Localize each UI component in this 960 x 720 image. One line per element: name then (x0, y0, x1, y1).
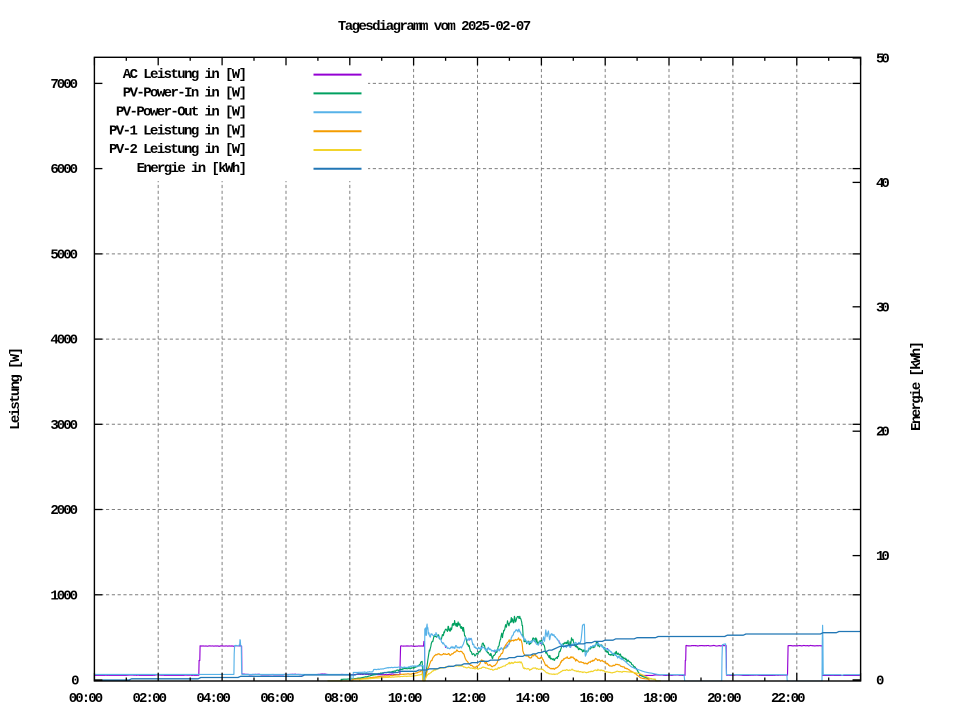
svg-text:02:00: 02:00 (133, 691, 168, 707)
svg-text:7000: 7000 (50, 77, 78, 93)
svg-text:08:00: 08:00 (324, 691, 359, 707)
svg-text:PV-Power-Out in [W]: PV-Power-Out in [W] (116, 105, 247, 121)
svg-text:30: 30 (876, 300, 890, 316)
svg-text:4000: 4000 (50, 333, 78, 349)
svg-text:04:00: 04:00 (196, 691, 231, 707)
svg-text:0: 0 (71, 674, 79, 690)
svg-text:6000: 6000 (50, 162, 78, 178)
svg-text:AC Leistung in [W]: AC Leistung in [W] (123, 67, 247, 83)
svg-text:PV-1 Leistung in [W]: PV-1 Leistung in [W] (109, 123, 247, 139)
svg-text:Energie in [kWh]: Energie in [kWh] (137, 161, 247, 177)
svg-text:PV-2 Leistung in [W]: PV-2 Leistung in [W] (109, 142, 247, 158)
svg-text:18:00: 18:00 (643, 691, 678, 707)
svg-text:0: 0 (876, 674, 884, 690)
svg-text:10: 10 (876, 549, 890, 565)
svg-text:50: 50 (876, 52, 890, 68)
svg-text:Tagesdiagramm vom 2025-02-07: Tagesdiagramm vom 2025-02-07 (338, 19, 531, 35)
svg-text:16:00: 16:00 (580, 691, 615, 707)
svg-text:3000: 3000 (50, 418, 78, 434)
svg-text:00:00: 00:00 (69, 691, 104, 707)
svg-text:1000: 1000 (50, 588, 78, 604)
svg-text:Energie [kWh]: Energie [kWh] (909, 341, 925, 431)
svg-text:10:00: 10:00 (388, 691, 423, 707)
svg-text:2000: 2000 (50, 503, 78, 519)
svg-text:PV-Power-In in [W]: PV-Power-In in [W] (123, 86, 247, 102)
svg-text:5000: 5000 (50, 247, 78, 263)
svg-text:Leistung [W]: Leistung [W] (8, 347, 24, 430)
svg-text:22:00: 22:00 (771, 691, 806, 707)
svg-text:20: 20 (876, 425, 890, 441)
svg-text:40: 40 (876, 176, 890, 192)
svg-text:06:00: 06:00 (260, 691, 295, 707)
svg-text:14:00: 14:00 (516, 691, 551, 707)
svg-text:20:00: 20:00 (707, 691, 742, 707)
svg-text:12:00: 12:00 (452, 691, 487, 707)
